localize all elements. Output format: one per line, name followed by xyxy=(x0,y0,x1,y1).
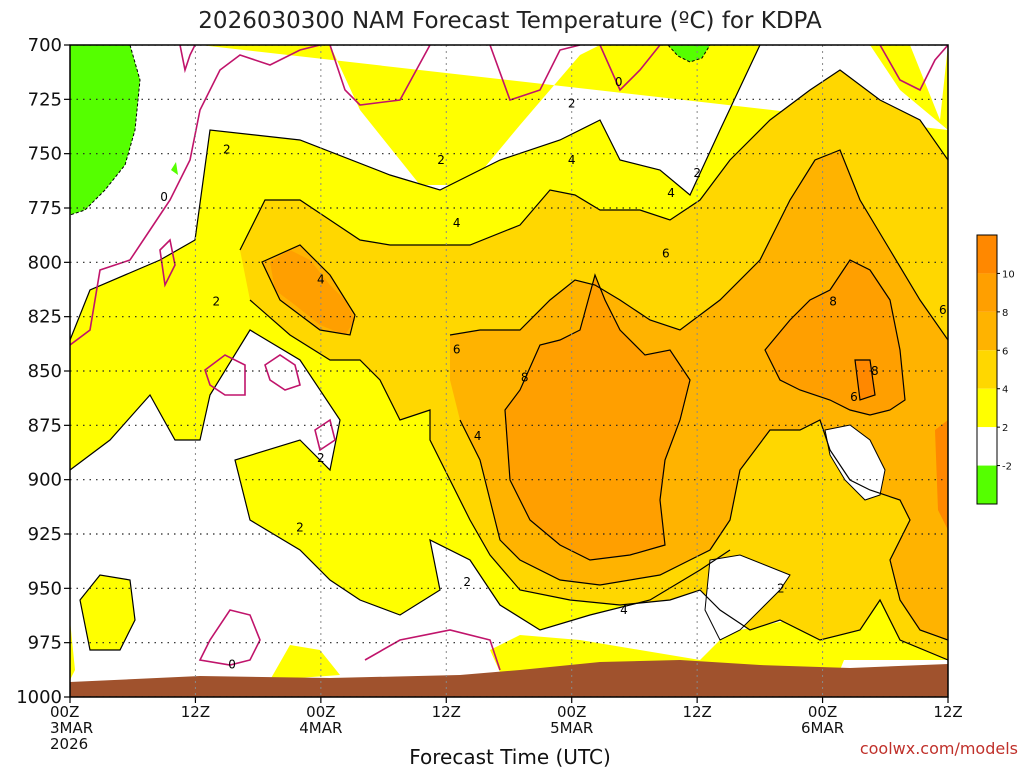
zero-contour-lines xyxy=(70,45,948,671)
y-axis: 700 725 750 775 800 825 850 875 900 925 950 975 1000 xyxy=(16,35,70,708)
x-axis-label: Forecast Time (UTC) xyxy=(409,745,611,768)
x-tick-label: 00Z xyxy=(306,703,335,721)
y-tick-label: 950 xyxy=(28,578,62,599)
x-tick-label: 4MAR xyxy=(299,719,342,737)
contour-label: 4 xyxy=(667,186,675,200)
temp-band-8-10 xyxy=(505,275,690,560)
contour-lines xyxy=(70,45,948,661)
y-tick-label: 800 xyxy=(28,252,62,273)
contour-label: 2 xyxy=(463,575,471,589)
temp-band-2-4-lower xyxy=(70,440,848,680)
contour-label: 4 xyxy=(474,429,482,443)
x-tick-label: 5MAR xyxy=(550,719,593,737)
contour-label: 6 xyxy=(662,247,670,261)
x-tick-label: 6MAR xyxy=(801,719,844,737)
warm-pocket-white xyxy=(824,424,886,501)
contour-label: 4 xyxy=(620,603,628,617)
colorbar-swatch xyxy=(977,235,997,274)
temp-band-below-0-top xyxy=(667,45,711,63)
y-tick-label: 925 xyxy=(28,524,62,545)
colorbar-label: 6 xyxy=(1002,346,1008,357)
y-tick-label: 1000 xyxy=(16,687,62,708)
contour-label: 6 xyxy=(850,390,858,404)
colorbar-swatch xyxy=(977,427,997,466)
colorbar-swatch xyxy=(977,311,997,351)
contour-label: 2 xyxy=(317,451,325,465)
x-tick-label: 12Z xyxy=(432,703,461,721)
temp-band-below-0-small xyxy=(171,162,178,175)
colorbar-swatch xyxy=(977,388,997,428)
y-tick-label: 750 xyxy=(28,144,62,165)
contour-label: 2 xyxy=(437,153,445,167)
contour-label: 4 xyxy=(453,216,461,230)
temp-band-8-10-upper xyxy=(270,250,355,335)
colorbar-label: 10 xyxy=(1002,269,1015,280)
contour-label: 2 xyxy=(568,97,576,111)
contour-label: 4 xyxy=(317,273,325,287)
colorbar: -2 2 4 6 8 10 xyxy=(976,234,1015,505)
warm-pocket-white-2 xyxy=(704,554,791,641)
colorbar-label: -2 xyxy=(1002,462,1012,473)
contour-label: 6 xyxy=(453,342,461,356)
contour-label: 2 xyxy=(296,520,304,534)
colorbar-swatch xyxy=(977,350,997,389)
y-tick-label: 875 xyxy=(28,415,62,436)
y-tick-label: 825 xyxy=(28,307,62,328)
y-tick-label: 975 xyxy=(28,633,62,654)
y-tick-label: 775 xyxy=(28,198,62,219)
contour-label: 4 xyxy=(568,153,576,167)
contour-label: 8 xyxy=(871,364,879,378)
colorbar-frame xyxy=(976,234,998,505)
y-tick-label: 700 xyxy=(28,35,62,56)
x-tick-label: 2026 xyxy=(50,735,88,753)
x-tick-label: 00Z xyxy=(557,703,586,721)
contour-label: 2 xyxy=(693,166,701,180)
contour-label: 8 xyxy=(521,371,529,385)
contour-label: 2 xyxy=(213,294,221,308)
credit-text: coolwx.com/models xyxy=(860,739,1018,758)
contour-label: 0 xyxy=(615,75,623,89)
colorbar-label: 8 xyxy=(1002,308,1008,319)
x-tick-label: 00Z xyxy=(50,703,79,721)
x-tick-label: 3MAR xyxy=(50,719,93,737)
x-tick-label: 12Z xyxy=(181,703,210,721)
contour-label: 0 xyxy=(160,190,168,204)
colorbar-label: 2 xyxy=(1002,423,1008,434)
contour-label: 2 xyxy=(777,581,785,595)
contour-label: 2 xyxy=(223,142,231,156)
gridlines xyxy=(70,45,948,697)
y-tick-label: 850 xyxy=(28,361,62,382)
chart-title: 2026030300 NAM Forecast Temperature (ºC)… xyxy=(198,8,822,34)
x-tick-label: 12Z xyxy=(933,703,962,721)
y-tick-label: 725 xyxy=(28,89,62,110)
contour-label: 6 xyxy=(939,303,947,317)
x-tick-label: 12Z xyxy=(682,703,711,721)
contour-label: 8 xyxy=(829,294,837,308)
y-tick-label: 900 xyxy=(28,470,62,491)
colorbar-label: 4 xyxy=(1002,385,1008,396)
temp-band-10-12 xyxy=(855,360,948,530)
x-tick-label: 00Z xyxy=(808,703,837,721)
colorbar-swatch xyxy=(977,465,997,504)
ground-surface xyxy=(70,660,948,697)
contour-label: 0 xyxy=(228,657,236,671)
temp-band-below-0 xyxy=(70,45,141,216)
colorbar-swatch xyxy=(977,273,997,312)
